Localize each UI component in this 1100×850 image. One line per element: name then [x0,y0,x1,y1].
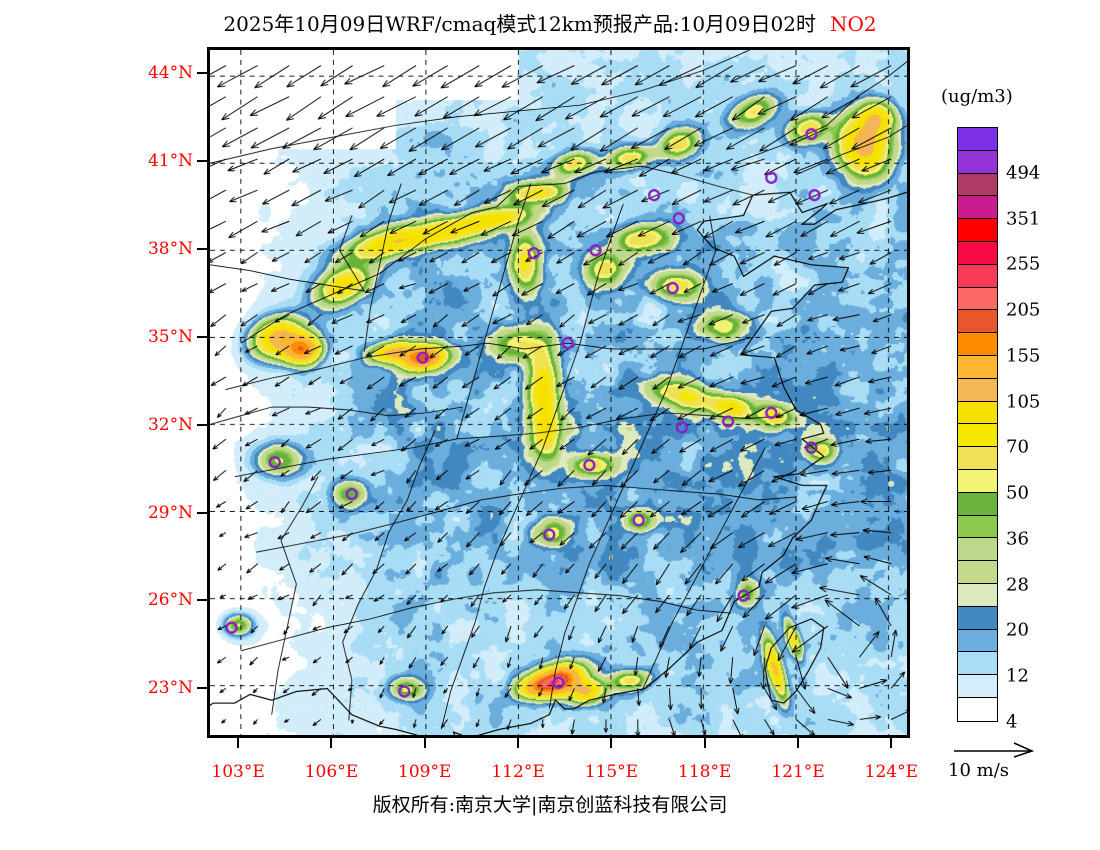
lon-tick-121: 121°E [771,762,825,782]
lon-tick-118: 118°E [678,762,732,782]
colorbar-label-155: 155 [1006,345,1041,367]
colorbar-label-28: 28 [1006,574,1029,596]
colorbar-band-25 [958,697,997,721]
colorbar-label-105: 105 [1006,391,1041,413]
colorbar-band-13 [958,424,997,448]
lat-tick-23: 23°N [147,678,193,699]
lat-tick-44: 44°N [147,63,193,84]
lat-tick-29: 29°N [147,502,193,523]
colorbar-label-494: 494 [1006,162,1041,184]
colorbar-label-36: 36 [1006,528,1029,550]
lat-tick-mark [197,687,207,690]
colorbar-band-19 [958,561,997,584]
chart-title: 2025年10月09日WRF/cmaq模式12km预报产品:10月09日02时 N… [0,8,1100,37]
colorbar-band-3 [958,196,997,220]
map-plot-area [207,47,910,738]
lat-tick-mark [197,72,207,75]
colorbar-label-255: 255 [1006,253,1041,275]
colorbar-band-21 [958,606,997,630]
colorbar-label-20: 20 [1006,619,1029,641]
colorbar-band-18 [958,538,997,562]
species-label: NO2 [829,12,877,36]
colorbar-band-23 [958,652,997,676]
colorbar-band-6 [958,264,997,288]
lat-tick-mark [197,423,207,426]
wind-scale-label: 10 m/s [948,760,1009,781]
colorbar-band-7 [958,287,997,311]
colorbar-label-351: 351 [1006,208,1041,230]
colorbar-band-2 [958,173,997,197]
colorbar-label-4: 4 [1006,711,1018,733]
colorbar-band-1 [958,150,997,174]
lat-tick-26: 26°N [147,590,193,611]
lon-tick-106: 106°E [304,762,359,782]
lon-tick-115: 115°E [584,762,639,782]
colorbar-label-70: 70 [1006,436,1029,458]
wind-scale-arrow [952,740,1082,762]
colorbar-band-17 [958,515,997,539]
lon-tick-mark [330,738,333,748]
lat-tick-mark [197,335,207,338]
colorbar-unit-label: (ug/m3) [941,86,1013,107]
colorbar-band-22 [958,629,997,653]
colorbar-band-11 [958,378,997,402]
lon-tick-103: 103°E [211,762,265,782]
colorbar-label-12: 12 [1006,665,1029,687]
colorbar-band-8 [958,310,997,334]
colorbar-label-50: 50 [1006,482,1029,504]
lon-tick-112: 112°E [491,762,545,782]
lon-tick-mark [797,738,800,748]
colorbar-band-12 [958,401,997,425]
lat-tick-38: 38°N [147,239,193,260]
lon-tick-mark [703,738,706,748]
colorbar-band-10 [958,355,997,379]
lon-tick-109: 109°E [398,762,452,782]
colorbar-band-15 [958,469,997,493]
lat-tick-mark [197,599,207,602]
colorbar-band-24 [958,675,997,698]
colorbar-band-14 [958,447,997,470]
lat-tick-mark [197,511,207,514]
lon-tick-mark [237,738,240,748]
lat-tick-32: 32°N [147,414,193,435]
colorbar-band-9 [958,333,997,356]
lat-tick-mark [197,248,207,251]
concentration-map-canvas [210,50,907,735]
copyright-footer: 版权所有:南京大学|南京创蓝科技有限公司 [372,794,728,816]
lon-tick-124: 124°E [864,762,919,782]
colorbar-band-4 [958,219,997,242]
colorbar-band-20 [958,583,997,607]
title-text: 2025年10月09日WRF/cmaq模式12km预报产品:10月09日02时 [223,12,816,36]
colorbar-label-205: 205 [1006,299,1041,321]
lon-tick-mark [517,738,520,748]
lat-tick-mark [197,160,207,163]
colorbar-band-5 [958,241,997,265]
lon-tick-mark [423,738,426,748]
lon-tick-mark [610,738,613,748]
lat-tick-35: 35°N [147,326,193,347]
colorbar-band-16 [958,492,997,516]
lat-tick-41: 41°N [147,151,193,172]
colorbar-band-0 [958,128,997,151]
lon-tick-mark [890,738,893,748]
colorbar [957,127,998,722]
